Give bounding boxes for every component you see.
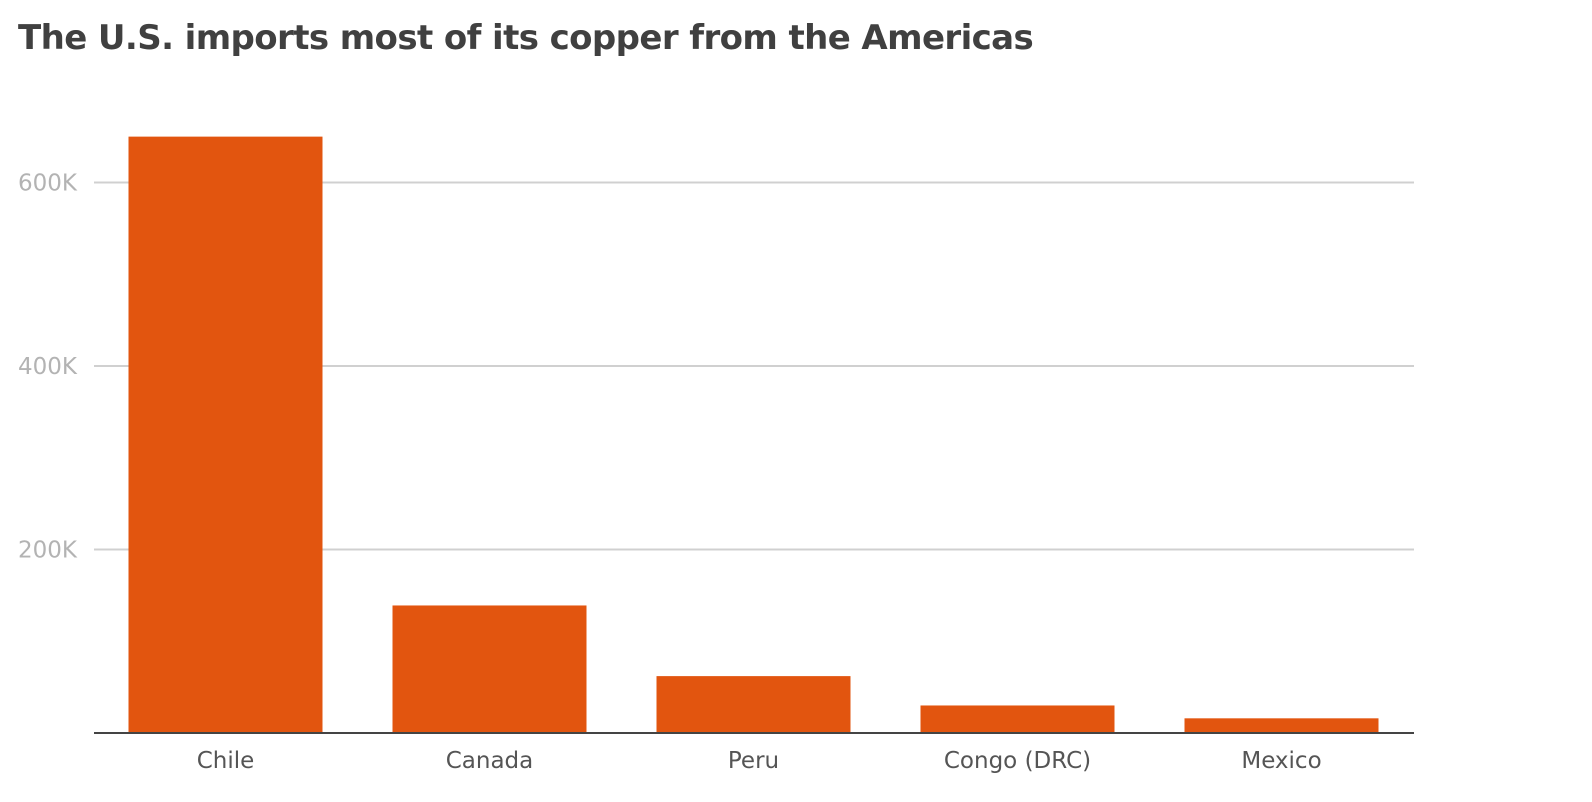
- y-tick-label: 400K: [18, 354, 78, 380]
- x-tick-label: Peru: [728, 748, 779, 774]
- labels: 200K 400K 600K Chile Canada Peru Congo (DRC) Me…: [18, 171, 1322, 775]
- y-tick-label: 200K: [18, 538, 78, 564]
- x-tick-label: Congo (DRC): [944, 748, 1091, 774]
- bar: [392, 605, 587, 733]
- x-tick-label: Canada: [446, 748, 534, 774]
- chart-title: The U.S. imports most of its copper from…: [18, 18, 1034, 58]
- x-tick-label: Chile: [197, 748, 255, 774]
- bar: [656, 676, 851, 733]
- bar: [920, 705, 1115, 733]
- x-tick-label: Mexico: [1241, 748, 1321, 774]
- bar: [1184, 718, 1379, 733]
- bars: [128, 136, 1379, 733]
- y-tick-label: 600K: [18, 171, 78, 197]
- bar: [128, 136, 323, 733]
